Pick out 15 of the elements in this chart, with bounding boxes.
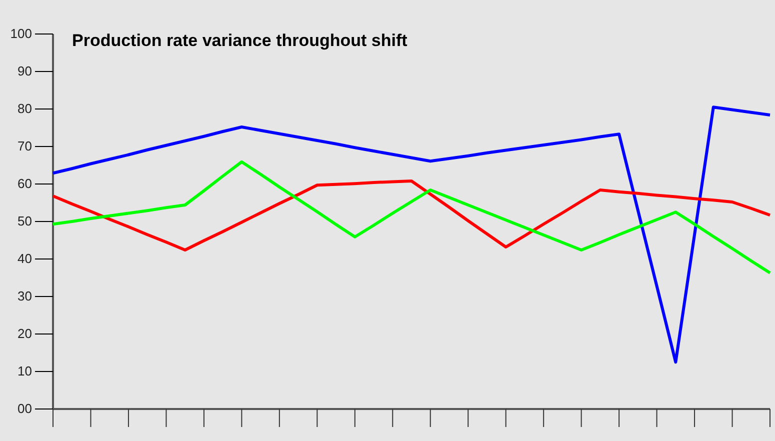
line-series (52, 106, 772, 364)
line-series (52, 180, 772, 252)
y-tick-label: 10 (18, 364, 32, 379)
y-tick-label: 30 (18, 288, 32, 304)
y-tick-label: 100 (10, 26, 32, 42)
chart-title: Production rate variance throughout shift (72, 31, 408, 50)
y-tick-label: 00 (18, 401, 32, 416)
y-tick-label: 20 (18, 326, 32, 342)
y-tick-label: 50 (18, 214, 32, 229)
y-tick-label: 90 (18, 64, 32, 79)
y-tick-label: 70 (18, 138, 32, 154)
line-series (52, 160, 772, 274)
y-tick-label: 40 (18, 251, 32, 266)
y-tick-label: 80 (18, 101, 32, 116)
y-tick-label: 60 (18, 176, 32, 192)
